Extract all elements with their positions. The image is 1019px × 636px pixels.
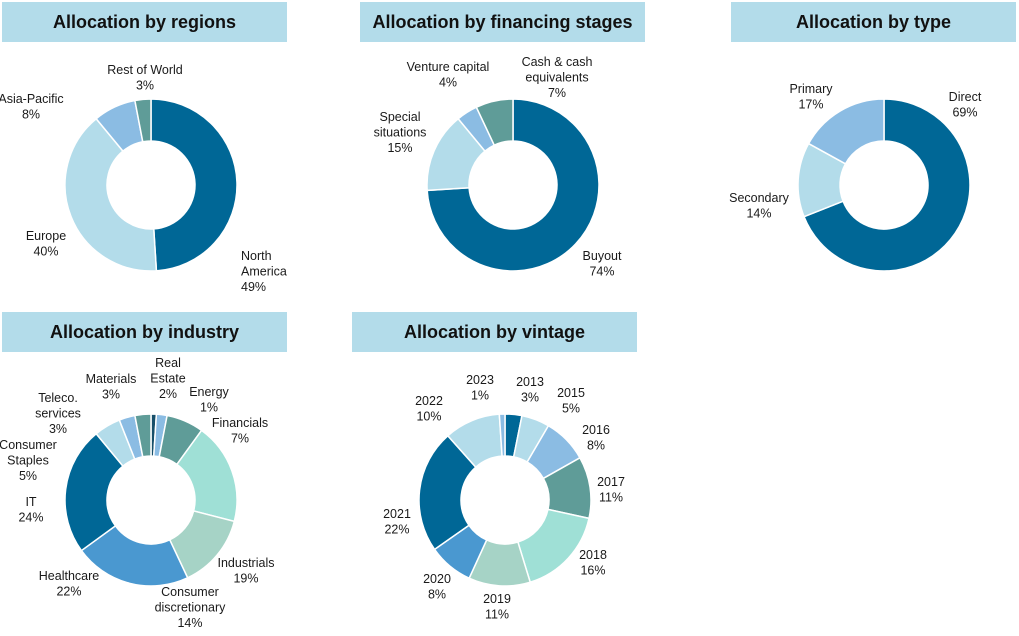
type-slice-primary xyxy=(807,98,885,165)
vintage-label-2016: 2016 8% xyxy=(582,423,610,453)
chart-title-industry: Allocation by industry xyxy=(2,312,287,352)
regions-slice-europe xyxy=(64,117,158,272)
vintage-label-2019: 2019 11% xyxy=(483,592,511,622)
industry-label-consumer-staples: Consumer Staples 5% xyxy=(0,438,57,483)
financing-label-buyout: Buyout 74% xyxy=(583,249,622,279)
financing-slice-buyout xyxy=(426,98,600,272)
regions-label-asia-pacific: Asia-Pacific 8% xyxy=(0,92,64,122)
chart-title-vintage: Allocation by vintage xyxy=(352,312,637,352)
industry-label-teleco-services: Teleco. services 3% xyxy=(35,391,81,436)
financing-label-cash-cash-equivalents: Cash & cash equivalents 7% xyxy=(522,55,593,100)
type-label-secondary: Secondary 14% xyxy=(729,191,790,221)
industry-label-energy: Energy 1% xyxy=(189,385,229,415)
vintage-label-2021: 2021 22% xyxy=(383,507,411,537)
type-label-primary: Primary 17% xyxy=(789,82,833,112)
vintage-slice-2021 xyxy=(418,434,477,551)
vintage-label-2023: 2023 1% xyxy=(466,373,494,403)
regions-label-north-america: North America 49% xyxy=(241,249,287,294)
regions-label-rest-of-world: Rest of World 3% xyxy=(107,63,183,93)
vintage-label-2017: 2017 11% xyxy=(597,475,625,505)
industry-label-real-estate: Real Estate 2% xyxy=(150,356,185,401)
chart-title-type: Allocation by type xyxy=(731,2,1016,42)
vintage-label-2020: 2020 8% xyxy=(423,572,451,602)
vintage-slice-2018 xyxy=(516,508,590,584)
vintage-slice-2023 xyxy=(498,413,506,457)
financing-label-venture-capital: Venture capital 4% xyxy=(407,60,490,90)
industry-label-materials: Materials 3% xyxy=(86,372,137,402)
vintage-label-2018: 2018 16% xyxy=(579,548,607,578)
chart-title-regions: Allocation by regions xyxy=(2,2,287,42)
type-label-direct: Direct 69% xyxy=(949,90,982,120)
industry-label-it: IT 24% xyxy=(18,495,43,525)
regions-slice-rest-of-world xyxy=(134,98,152,143)
type-slice-direct xyxy=(803,98,971,272)
financing-label-special-situations: Special situations 15% xyxy=(374,110,427,155)
vintage-label-2022: 2022 10% xyxy=(415,394,443,424)
industry-label-industrials: Industrials 19% xyxy=(218,556,275,586)
financing-slice-cash-cash-equivalents xyxy=(475,98,514,147)
industry-slice-materials xyxy=(134,413,152,458)
regions-label-europe: Europe 40% xyxy=(26,229,66,259)
regions-slice-north-america xyxy=(150,98,238,272)
industry-label-healthcare: Healthcare 22% xyxy=(39,569,99,599)
chart-title-financing-stages: Allocation by financing stages xyxy=(360,2,645,42)
vintage-label-2013: 2013 3% xyxy=(516,375,544,405)
vintage-label-2015: 2015 5% xyxy=(557,386,585,416)
industry-label-consumer-discretionary: Consumer discretionary 14% xyxy=(155,585,227,630)
industry-label-financials: Financials 7% xyxy=(212,416,268,446)
